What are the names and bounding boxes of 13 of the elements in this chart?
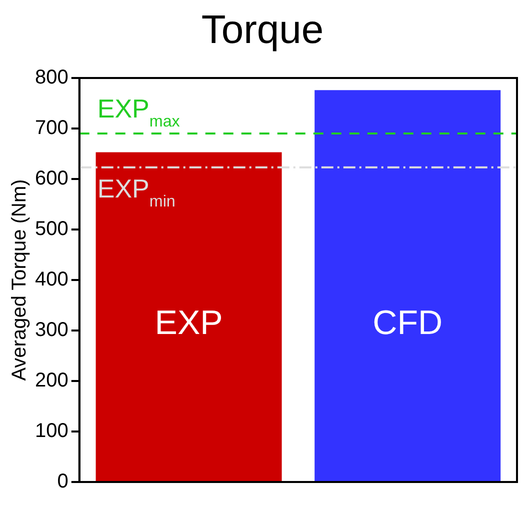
y-tick-label: 100 (34, 420, 68, 442)
y-tick-label: 800 (34, 66, 68, 89)
y-tick-label: 500 (34, 218, 68, 240)
x-tick-label: EXP (154, 304, 223, 342)
y-tick-label: 0 (57, 470, 68, 493)
y-tick-label: 600 (34, 168, 68, 190)
y-tick-label: 200 (34, 370, 68, 392)
x-tick-label: CFD (372, 304, 443, 342)
chart-title: Torque (201, 8, 324, 52)
y-tick-label: 300 (34, 319, 68, 342)
y-tick-label: 700 (34, 117, 68, 140)
y-axis-title: Averaged Torque (Nm) (8, 179, 31, 381)
y-tick-label: 400 (34, 268, 68, 291)
